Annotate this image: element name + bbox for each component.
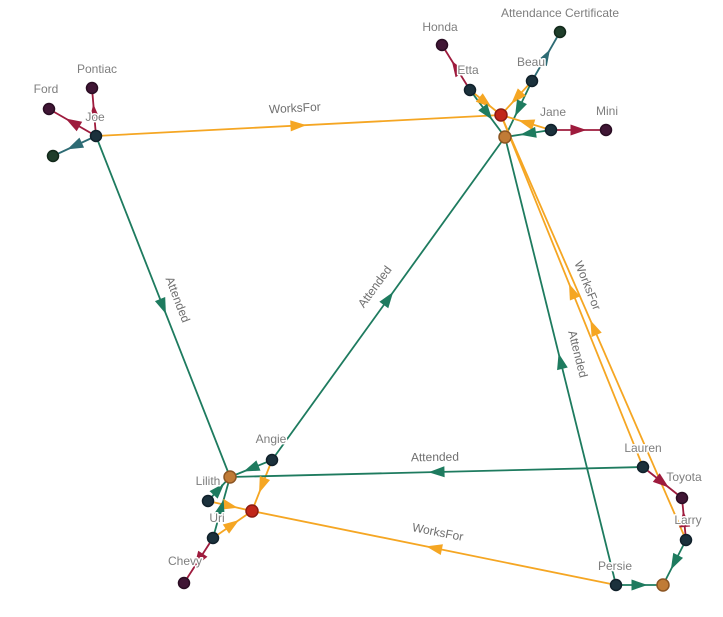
edge-arrow-icon-lauren-event_bottom_left-attended [428,466,445,478]
edge-arrow-icon-etta-company_top-worksfor [475,93,492,108]
node-toyota[interactable] [675,491,689,505]
node-larry[interactable] [679,533,693,547]
node-label-chevy: Chevy [168,554,202,568]
edge-arrow-icon-lauren-toyota-vehicle [652,473,669,488]
node-joe[interactable] [89,129,103,143]
node-label-lauren: Lauren [624,441,661,455]
node-etta[interactable] [463,83,477,97]
node-lilith[interactable] [201,494,215,508]
node-event_bottom_left[interactable] [223,470,237,484]
arrows-layer [65,49,691,591]
node-jane[interactable] [544,123,558,137]
node-label-ford: Ford [34,82,59,96]
edge-arrow-icon-beau-event_top-attended [515,99,527,117]
edge-label-joe-company_top-worksfor: WorksFor [269,100,321,117]
edge-arrow-icon-joe-pontiac-vehicle [89,104,101,121]
edge-arrow-icon-lilith-company_bottom-worksfor [220,498,238,510]
edge-arrow-icon-etta-event_top-attended [478,103,493,120]
edge-arrow-icon-lilith-event_bottom_left-attended [209,483,225,499]
node-label-angie: Angie [256,432,287,446]
node-honda[interactable] [435,38,449,52]
nodes-layer [42,25,693,592]
node-label-attendance_certificate: Attendance Certificate [501,6,619,20]
node-angie[interactable] [265,453,279,467]
node-label-honda: Honda [422,20,458,34]
node-label-persie: Persie [598,559,632,573]
node-persie[interactable] [609,578,623,592]
edge-arrow-icon-joe-certificate1-certificate [67,137,85,150]
node-label-larry: Larry [674,513,701,527]
edge-arrow-icon-persie-company_bottom-worksfor [426,544,443,555]
edge-arrow-icon-jane-event_top-attended [520,126,537,138]
node-lauren[interactable] [636,460,650,474]
node-beau[interactable] [525,74,539,88]
edge-arrow-icon-beau-company_top-worksfor [511,88,526,104]
node-event_bottom_right[interactable] [656,578,670,592]
edge-arrow-icon-uri-company_bottom-worksfor [222,519,240,534]
node-label-etta: Etta [457,63,479,77]
edge-arrow-icon-etta-honda-vehicle [451,60,465,78]
node-event_top[interactable] [498,130,512,144]
edge-arrow-icon-persie-event_bottom_right-attended [631,579,648,591]
edge-arrow-icon-beau-attendance_certificate-certificate [537,49,550,67]
edge-arrow-icon-joe-company_top-worksfor [290,120,307,132]
node-certificate1[interactable] [46,149,60,163]
edge-arrow-icon-persie-event_top-attended [557,353,568,371]
node-company_top[interactable] [494,108,508,122]
node-label-jane: Jane [540,105,566,119]
edge-arrow-icon-larry-company_top-worksfor [590,320,602,338]
edge-arrow-icon-joe-event_bottom_left-attended [154,297,166,314]
node-label-lilith: Lilith [196,474,221,488]
node-pontiac[interactable] [85,81,99,95]
node-label-joe: Joe [85,110,105,124]
edge-arrow-icon-larry-toyota-vehicle [679,511,691,528]
edge-arrow-icon-uri-chevy-vehicle [194,550,208,568]
node-label-beau: Beau [517,55,545,69]
edge-arrow-icon-angie-event_bottom_left-attended [243,460,261,472]
node-attendance_certificate[interactable] [553,25,567,39]
edge-arrow-icon-jane-mini-vehicle [570,124,587,136]
edge-label-lauren-event_bottom_left-attended: Attended [411,450,459,465]
node-company_bottom[interactable] [245,504,259,518]
edge-arrow-icon-angie-company_bottom-worksfor [259,476,271,493]
edge-arrow-icon-uri-event_bottom_left-attended [214,499,225,517]
edge-arrow-icon-joe-ford-vehicle [65,118,83,132]
edge-arrow-icon-lauren-company_top-worksfor [569,283,581,301]
edge-label-persie-event_top-attended: Attended [565,329,590,379]
node-label-uri: Uri [209,511,224,525]
node-ford[interactable] [42,102,56,116]
edge-arrow-icon-angie-event_top-attended [379,292,394,309]
node-mini[interactable] [599,123,613,137]
edge-arrow-icon-larry-event_bottom_right-attended [670,552,684,570]
node-label-toyota: Toyota [666,470,702,484]
node-uri[interactable] [206,531,220,545]
node-chevy[interactable] [177,576,191,590]
node-label-mini: Mini [596,104,618,118]
edge-label-persie-company_bottom-worksfor: WorksFor [411,520,465,544]
node-label-pontiac: Pontiac [77,62,117,76]
edge-arrow-icon-jane-company_top-worksfor [518,119,536,131]
